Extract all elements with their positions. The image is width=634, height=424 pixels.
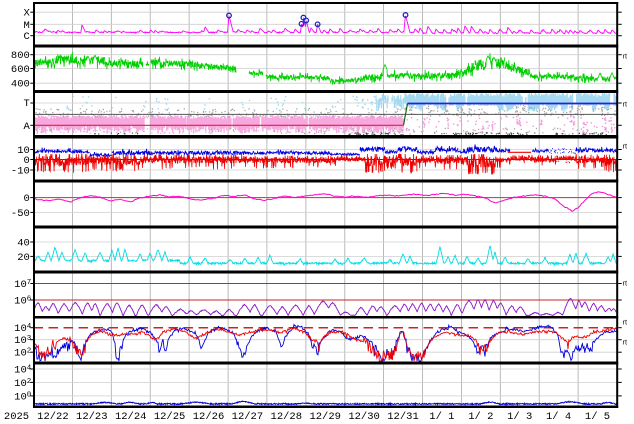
svg-text:-10: -10 bbox=[11, 166, 30, 178]
svg-text:2025: 2025 bbox=[4, 411, 29, 423]
svg-text:1/ 2: 1/ 2 bbox=[468, 411, 493, 423]
svg-text:M: M bbox=[23, 20, 29, 32]
svg-text:800: 800 bbox=[11, 50, 30, 62]
svg-text:-50: -50 bbox=[11, 208, 30, 220]
svg-text:12/29: 12/29 bbox=[309, 411, 341, 423]
svg-text:T: T bbox=[23, 98, 29, 110]
svg-text:10: 10 bbox=[17, 145, 30, 157]
svg-text:12/25: 12/25 bbox=[154, 411, 186, 423]
svg-text:12/31: 12/31 bbox=[387, 411, 419, 423]
svg-text:400: 400 bbox=[11, 79, 30, 91]
svg-text:rt: rt bbox=[623, 318, 628, 327]
svg-text:12/28: 12/28 bbox=[271, 411, 303, 423]
svg-text:X: X bbox=[23, 8, 30, 20]
svg-text:12/23: 12/23 bbox=[76, 411, 108, 423]
svg-text:rt: rt bbox=[623, 338, 628, 347]
svg-text:20: 20 bbox=[17, 252, 30, 264]
svg-text:40: 40 bbox=[17, 238, 30, 250]
svg-text:12/22: 12/22 bbox=[37, 411, 69, 423]
svg-text:rt: rt bbox=[623, 52, 628, 61]
svg-text:600: 600 bbox=[11, 64, 30, 76]
svg-text:12/30: 12/30 bbox=[348, 411, 380, 423]
svg-text:rt: rt bbox=[623, 279, 628, 288]
svg-text:rt: rt bbox=[623, 100, 628, 109]
svg-text:1/ 3: 1/ 3 bbox=[507, 411, 532, 423]
svg-text:12/26: 12/26 bbox=[193, 411, 225, 423]
svg-text:C: C bbox=[23, 31, 29, 43]
svg-text:1/ 5: 1/ 5 bbox=[585, 411, 610, 423]
svg-text:0: 0 bbox=[23, 155, 29, 167]
svg-text:0: 0 bbox=[23, 193, 29, 205]
svg-text:1/ 1: 1/ 1 bbox=[429, 411, 454, 423]
svg-text:A: A bbox=[23, 121, 30, 133]
svg-text:12/27: 12/27 bbox=[232, 411, 264, 423]
svg-text:1/ 4: 1/ 4 bbox=[546, 411, 571, 423]
svg-text:12/24: 12/24 bbox=[115, 411, 147, 423]
svg-text:rt: rt bbox=[623, 142, 628, 151]
